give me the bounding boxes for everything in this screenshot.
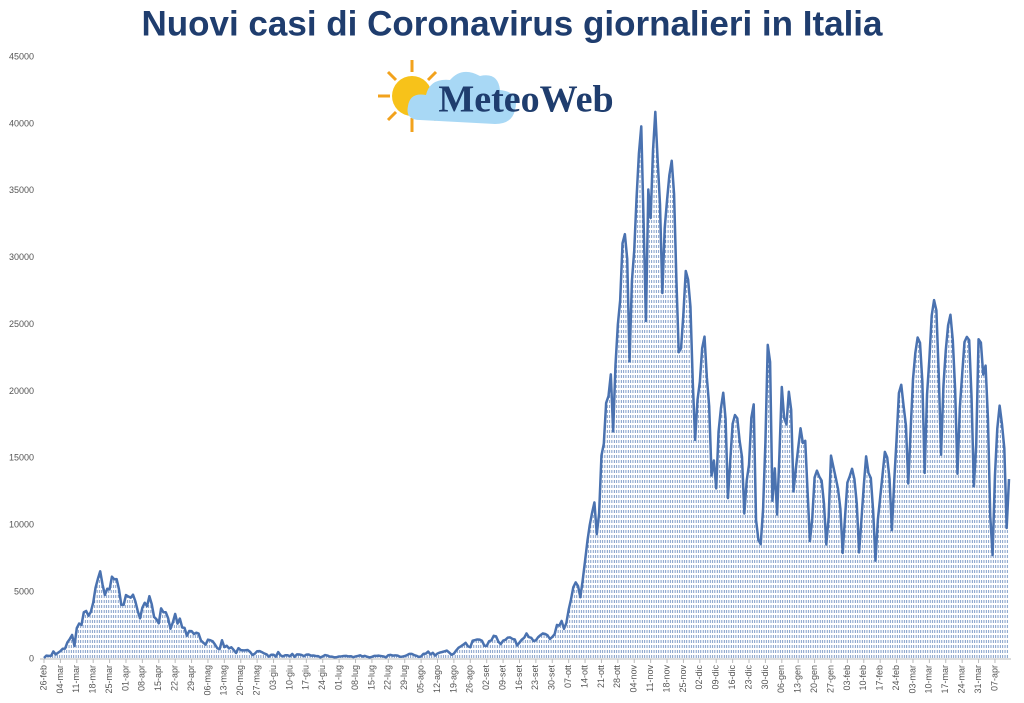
y-tick-label: 35000	[9, 185, 34, 195]
x-tick-label: 19-ago	[448, 665, 458, 693]
x-tick-label: 27-gen	[825, 665, 835, 693]
x-tick-label: 06-gen	[776, 665, 786, 693]
x-tick-label: 03-feb	[842, 665, 852, 691]
x-tick-label: 01-lug	[333, 665, 343, 690]
x-tick-label: 13-gen	[793, 665, 803, 693]
y-tick-label: 10000	[9, 520, 34, 530]
x-tick-label: 22-apr	[170, 665, 180, 691]
x-tick-label: 12-ago	[432, 665, 442, 693]
x-tick-label: 31-mar	[973, 665, 983, 694]
x-tick-label: 11-nov	[645, 665, 655, 692]
x-tick-label: 21-ott	[596, 665, 606, 689]
x-tick-label: 24-feb	[891, 665, 901, 691]
x-tick-label: 30-set	[547, 665, 557, 691]
y-tick-label: 5000	[14, 586, 34, 596]
x-tick-label: 14-ott	[579, 665, 589, 689]
x-tick-label: 25-mar	[104, 665, 114, 694]
x-tick-label: 17-giu	[301, 665, 311, 690]
x-tick-label: 27-mag	[252, 665, 262, 696]
x-tick-label: 03-giu	[268, 665, 278, 690]
x-tick-label: 10-mar	[924, 665, 934, 694]
y-tick-label: 15000	[9, 453, 34, 463]
x-tick-label: 22-lug	[383, 665, 393, 690]
x-tick-label: 20-gen	[809, 665, 819, 693]
x-tick-label: 02-set	[481, 665, 491, 691]
x-tick-label: 20-mag	[235, 665, 245, 696]
x-tick-label: 24-mar	[957, 665, 967, 694]
y-tick-label: 25000	[9, 319, 34, 329]
x-tick-label: 17-mar	[940, 665, 950, 694]
x-tick-label: 04-mar	[55, 665, 65, 694]
x-tick-label: 26-ago	[465, 665, 475, 693]
x-tick-label: 10-feb	[858, 665, 868, 691]
x-tick-label: 15-lug	[366, 665, 376, 690]
x-tick-label: 18-mar	[88, 665, 98, 694]
y-tick-label: 0	[29, 653, 34, 663]
x-tick-label: 09-dic	[711, 665, 721, 690]
x-tick-label: 07-ott	[563, 665, 573, 689]
x-tick-label: 10-giu	[284, 665, 294, 690]
logo-text: MeteoWeb	[438, 79, 613, 121]
y-tick-label: 45000	[9, 51, 34, 61]
chart-title: Nuovi casi di Coronavirus giornalieri in…	[141, 4, 883, 43]
logo: MeteoWeb	[378, 60, 614, 132]
line	[43, 110, 1011, 659]
y-tick-label: 40000	[9, 118, 34, 128]
x-tick-label: 06-mag	[202, 665, 212, 696]
x-tick-label: 02-dic	[694, 665, 704, 690]
x-tick-label: 03-mar	[907, 665, 917, 694]
x-tick-label: 04-nov	[629, 665, 639, 693]
x-tick-label: 18-nov	[661, 665, 671, 693]
x-tick-label: 29-lug	[399, 665, 409, 690]
x-tick-label: 29-apr	[186, 665, 196, 691]
x-tick-label: 17-feb	[875, 665, 885, 691]
x-tick-label: 16-dic	[727, 665, 737, 690]
x-tick-label: 30-dic	[760, 665, 770, 690]
x-tick-label: 23-set	[530, 665, 540, 691]
y-tick-label: 30000	[9, 252, 34, 262]
x-tick-label: 07-apr	[989, 665, 999, 691]
y-tick-label: 20000	[9, 386, 34, 396]
x-tick-label: 09-set	[497, 665, 507, 691]
x-tick-label: 08-apr	[137, 665, 147, 691]
x-tick-label: 25-nov	[678, 665, 688, 693]
x-tick-label: 23-dic	[743, 665, 753, 690]
x-tick-label: 13-mag	[219, 665, 229, 696]
x-tick-label: 01-apr	[120, 665, 130, 691]
x-tick-label: 16-set	[514, 665, 524, 691]
x-tick-label: 15-apr	[153, 665, 163, 691]
area	[44, 111, 1009, 659]
x-tick-label: 11-mar	[71, 665, 81, 693]
x-tick-label: 24-giu	[317, 665, 327, 690]
x-tick-label: 05-ago	[415, 665, 425, 693]
x-tick-label: 26-feb	[38, 665, 48, 691]
x-tick-label: 08-lug	[350, 665, 360, 690]
x-tick-label: 28-ott	[612, 665, 622, 689]
